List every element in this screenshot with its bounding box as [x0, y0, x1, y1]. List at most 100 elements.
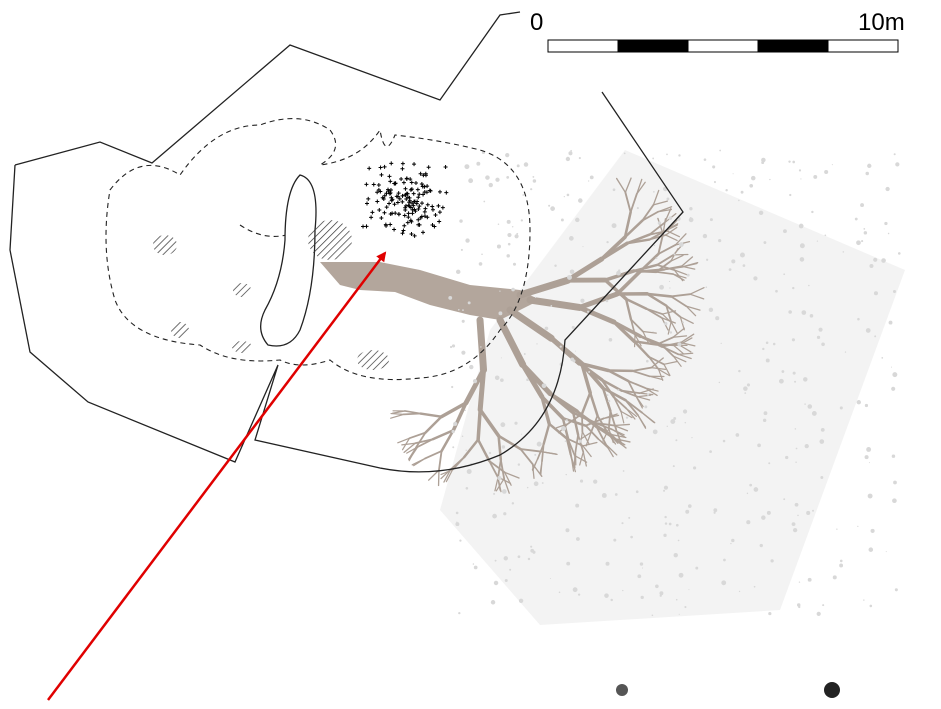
speck	[480, 346, 481, 347]
speck	[491, 600, 495, 604]
speck	[613, 188, 616, 191]
find-point	[372, 182, 376, 186]
speck	[673, 465, 675, 467]
speck	[670, 331, 672, 333]
find-point	[403, 213, 407, 217]
speck	[534, 454, 536, 456]
speck	[492, 514, 497, 519]
speck	[733, 173, 734, 174]
speck	[759, 211, 763, 215]
find-point	[405, 177, 409, 181]
speck	[500, 422, 505, 427]
speck	[626, 417, 628, 419]
speck	[559, 592, 561, 594]
speck	[578, 593, 580, 595]
speck	[467, 469, 472, 474]
speck	[781, 370, 784, 373]
speck	[813, 175, 817, 179]
find-point	[416, 188, 420, 192]
speck	[805, 444, 809, 448]
speck	[885, 187, 889, 191]
speck	[451, 386, 453, 388]
speck	[753, 276, 757, 280]
find-point	[420, 182, 424, 186]
speck	[567, 275, 572, 280]
speck	[824, 170, 828, 174]
speck	[895, 588, 898, 591]
speck	[869, 462, 870, 463]
find-point	[431, 208, 435, 212]
speck	[706, 259, 708, 261]
speck	[653, 191, 655, 193]
speck	[465, 238, 469, 242]
speck	[743, 386, 748, 391]
speck	[654, 245, 655, 246]
find-points	[361, 161, 448, 238]
find-point	[399, 177, 403, 181]
speck	[746, 520, 750, 524]
speck	[743, 264, 746, 267]
speck	[637, 574, 641, 578]
find-point	[414, 181, 418, 185]
find-point	[437, 220, 441, 224]
find-point	[427, 165, 431, 169]
speck	[768, 612, 771, 615]
speck	[545, 327, 549, 331]
scale-start-label: 0	[530, 9, 543, 36]
find-point	[444, 191, 448, 195]
speck	[466, 450, 467, 451]
speck	[641, 596, 644, 599]
speck	[884, 222, 887, 225]
speck	[666, 154, 668, 156]
speck	[806, 511, 810, 515]
speck	[685, 510, 689, 514]
speck	[719, 150, 721, 152]
speck	[867, 164, 871, 168]
speck	[522, 194, 524, 196]
speck	[505, 153, 509, 157]
speck	[845, 351, 846, 352]
hatched-area	[233, 283, 251, 297]
speck	[572, 326, 575, 329]
speck	[709, 308, 713, 312]
find-point	[412, 162, 416, 166]
speck	[891, 387, 895, 391]
find-point	[441, 206, 445, 210]
speck	[669, 216, 673, 220]
hatched-area	[232, 341, 252, 353]
speck	[819, 439, 824, 444]
speck	[871, 529, 875, 533]
speck	[462, 309, 464, 311]
speck	[679, 614, 680, 615]
find-point	[402, 224, 406, 228]
speck	[865, 455, 869, 459]
find-point	[434, 213, 438, 217]
speck	[580, 480, 583, 483]
speck	[664, 486, 668, 490]
speck	[579, 157, 581, 159]
speck	[560, 346, 562, 348]
speck	[822, 604, 824, 606]
speck	[677, 342, 681, 346]
speck	[453, 422, 457, 426]
speck	[688, 589, 689, 590]
speck	[836, 528, 837, 529]
find-point	[423, 207, 427, 211]
pointer-arrow	[48, 253, 385, 700]
speck	[458, 612, 460, 614]
speck	[664, 322, 667, 325]
find-point	[379, 173, 383, 177]
speck	[590, 175, 594, 179]
speck	[514, 234, 518, 238]
scale-segment	[688, 40, 758, 52]
speck	[448, 296, 452, 300]
speck	[855, 218, 858, 221]
speck	[567, 194, 570, 197]
speck	[736, 433, 740, 437]
speck	[719, 382, 720, 383]
speck	[489, 183, 493, 187]
speck	[479, 262, 483, 266]
speck	[455, 522, 459, 526]
speck	[530, 546, 532, 548]
speck	[676, 524, 679, 527]
